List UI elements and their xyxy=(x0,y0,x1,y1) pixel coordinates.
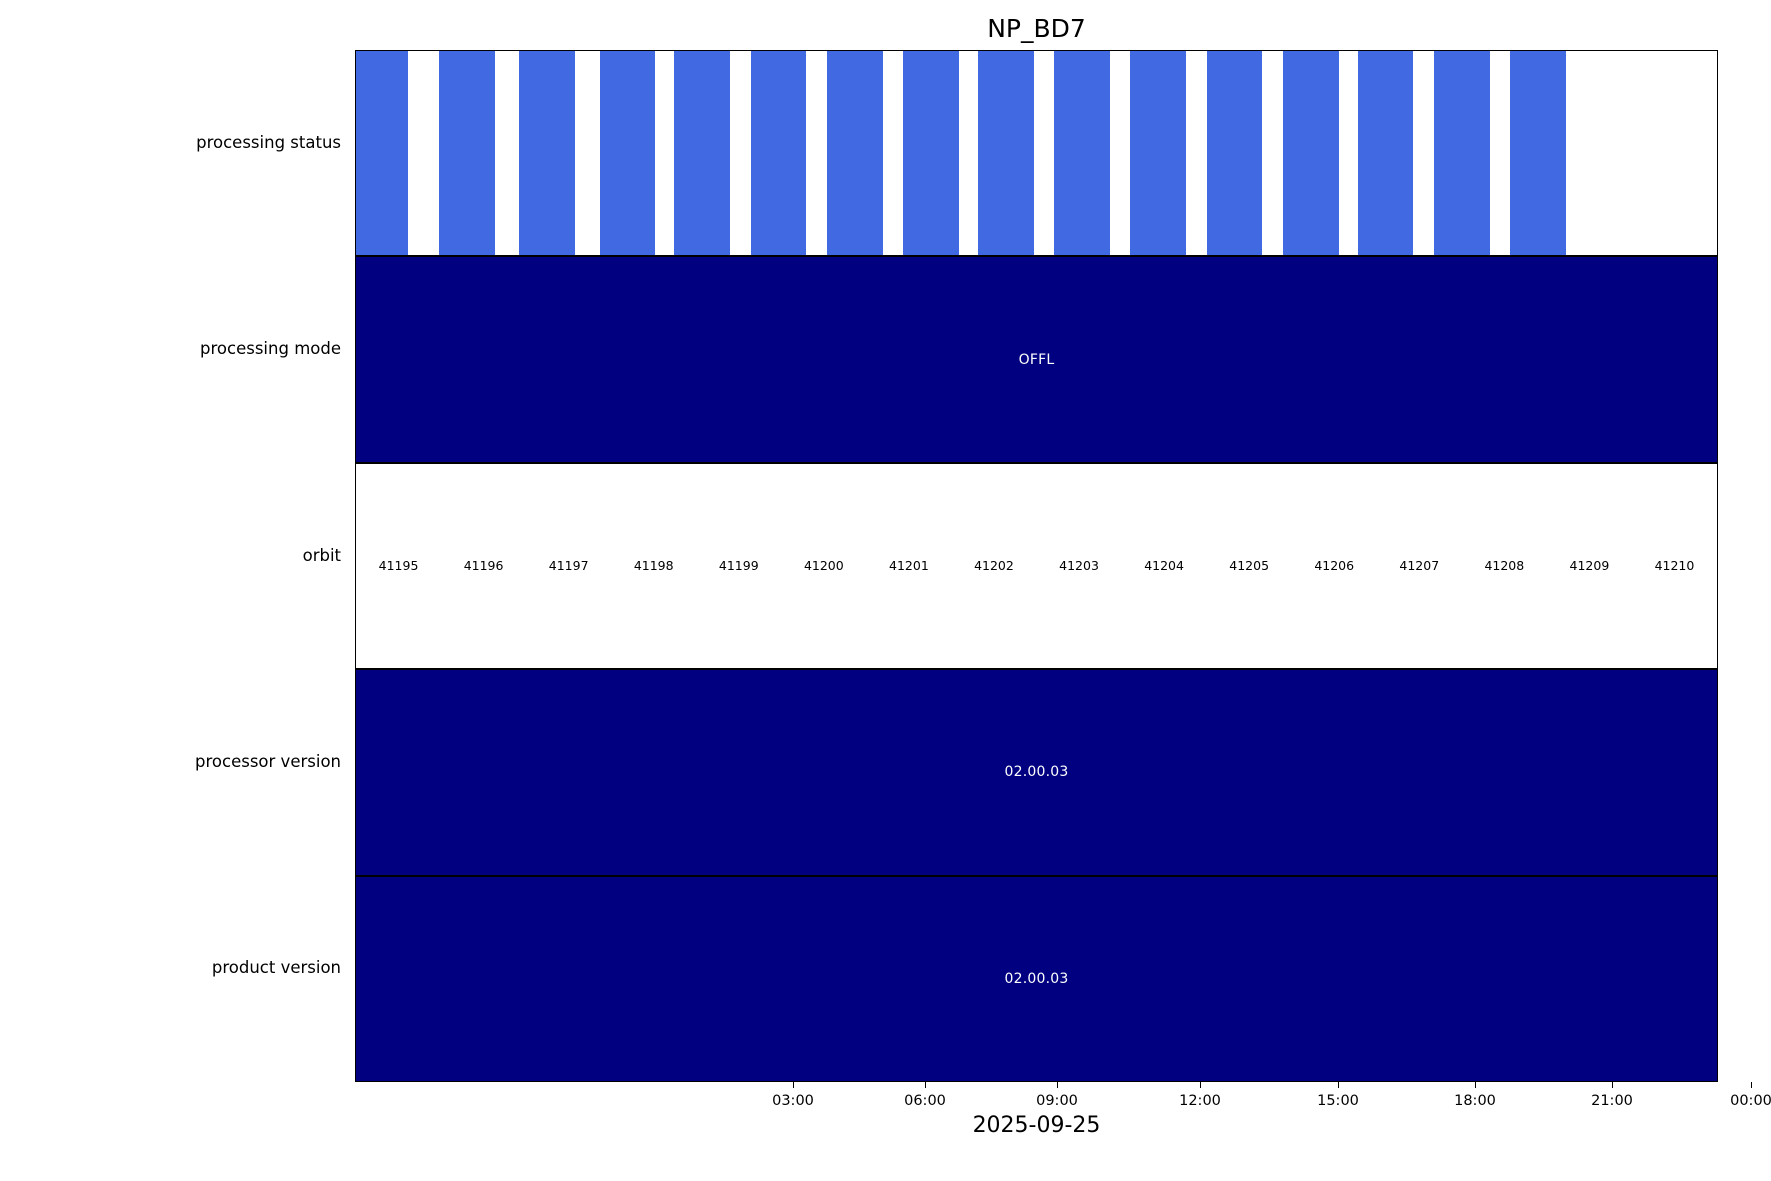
x-axis-tick-label: 06:00 xyxy=(904,1093,946,1109)
row-product-version[interactable]: 02.00.03 xyxy=(355,875,1718,1082)
timeline-plot-area: OFFL 41195 41196 41197 41198 41199 41200 41201… xyxy=(355,50,1718,1082)
processing-status-bar[interactable] xyxy=(1206,51,1263,256)
orbit-label: 41203 xyxy=(1059,557,1099,573)
processing-status-bar[interactable] xyxy=(1130,51,1187,256)
x-axis-tick-label: 12:00 xyxy=(1179,1093,1221,1109)
product-version-fill xyxy=(356,876,1717,1081)
y-label-orbit: orbit xyxy=(302,546,341,565)
orbit-label: 41200 xyxy=(803,557,844,573)
orbit-label-track: 41195 41196 41197 41198 41199 41200 41201 41202… xyxy=(356,556,1717,576)
orbit-label: 41204 xyxy=(1144,557,1184,573)
orbit-label: 41208 xyxy=(1484,557,1525,573)
x-axis-tick-mark xyxy=(1751,1082,1752,1088)
row-processing-status[interactable] xyxy=(355,50,1718,257)
y-label-processing-mode: processing mode xyxy=(200,339,341,358)
processing-status-bars xyxy=(356,51,1717,256)
processing-mode-fill xyxy=(356,257,1717,462)
processing-status-bar[interactable] xyxy=(750,51,807,256)
x-axis-tick-mark xyxy=(1612,1082,1613,1088)
orbit-label: 41210 xyxy=(1654,557,1695,573)
processing-status-bar[interactable] xyxy=(356,51,409,256)
row-processor-version[interactable]: 02.00.03 xyxy=(355,669,1718,876)
orbit-label: 41206 xyxy=(1314,557,1355,573)
x-axis-tick-label: 00:00 xyxy=(1730,1093,1771,1109)
x-axis-tick-label: 09:00 xyxy=(1036,1093,1078,1109)
processing-status-bar[interactable] xyxy=(1054,51,1110,256)
y-label-product-version: product version xyxy=(211,958,341,977)
x-axis-tick-mark xyxy=(1475,1082,1476,1088)
x-axis-tick-label: 15:00 xyxy=(1317,1093,1359,1109)
y-label-processor-version: processor version xyxy=(195,752,341,771)
orbit-label: 41201 xyxy=(889,557,929,573)
orbit-label: 41195 xyxy=(378,557,419,573)
x-axis-tick-label: 03:00 xyxy=(772,1093,814,1109)
orbit-label: 41202 xyxy=(974,557,1014,573)
orbit-label: 41198 xyxy=(633,557,674,573)
y-label-processing-status: processing status xyxy=(196,133,341,152)
x-axis-tick-mark xyxy=(793,1082,794,1088)
x-axis: 03:00 06:00 09:00 12:00 15:00 18:00 21:00 00:00 xyxy=(355,1082,1771,1142)
processing-status-bar[interactable] xyxy=(826,51,883,256)
processing-status-bar[interactable] xyxy=(977,51,1034,256)
processing-status-bar[interactable] xyxy=(1510,51,1566,256)
row-processing-mode[interactable]: OFFL xyxy=(355,256,1718,463)
processing-status-bar[interactable] xyxy=(674,51,731,256)
x-axis-tick-mark xyxy=(925,1082,926,1088)
orbit-label: 41207 xyxy=(1399,557,1440,573)
orbit-label: 41209 xyxy=(1569,557,1610,573)
processing-status-bar[interactable] xyxy=(1433,51,1490,256)
orbit-label: 41205 xyxy=(1229,557,1270,573)
processing-status-bar[interactable] xyxy=(439,51,495,256)
x-axis-tick-label: 18:00 xyxy=(1454,1093,1496,1109)
x-axis-tick-mark xyxy=(1200,1082,1201,1088)
y-axis-labels: processing status processing mode orbit … xyxy=(0,0,341,1181)
x-axis-title: 2025-09-25 xyxy=(972,1113,1101,1138)
processing-status-bar[interactable] xyxy=(1282,51,1339,256)
row-orbit[interactable]: 41195 41196 41197 41198 41199 41200 41201 41202… xyxy=(355,462,1718,670)
processor-version-fill xyxy=(356,670,1717,875)
processing-status-bar[interactable] xyxy=(519,51,576,256)
processing-status-bar[interactable] xyxy=(1357,51,1414,256)
orbit-label: 41196 xyxy=(463,557,504,573)
x-axis-tick-label: 21:00 xyxy=(1591,1093,1633,1109)
processing-status-bar[interactable] xyxy=(903,51,959,256)
x-axis-tick-mark xyxy=(1057,1082,1058,1088)
processing-status-bar[interactable] xyxy=(599,51,656,256)
orbit-label: 41199 xyxy=(718,557,759,573)
x-axis-tick-mark xyxy=(1338,1082,1339,1088)
chart-title: NP_BD7 xyxy=(987,14,1086,43)
orbit-label: 41197 xyxy=(548,557,589,573)
